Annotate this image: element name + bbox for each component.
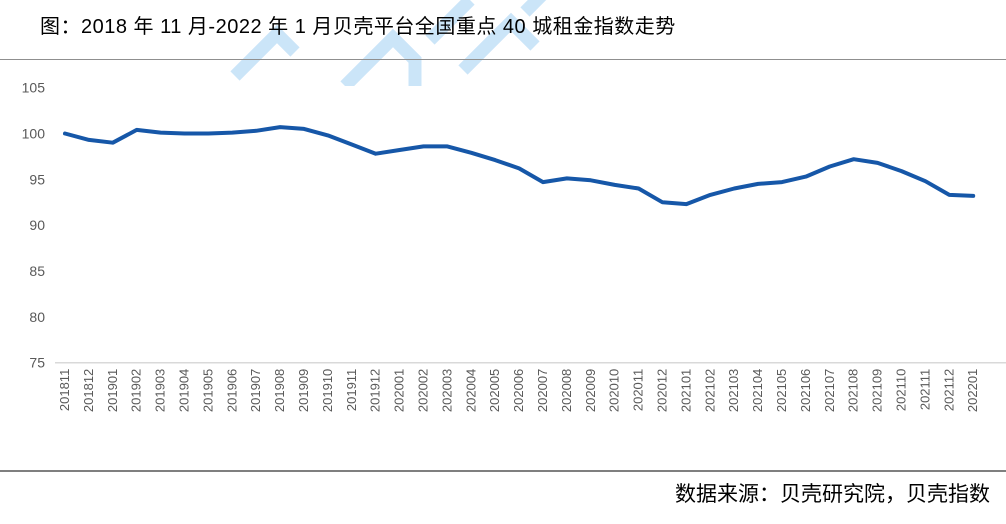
x-axis-tick-label: 202111 bbox=[917, 369, 932, 410]
y-axis-tick-label: 80 bbox=[29, 309, 45, 325]
rent-index-line-chart: 105 100 95 90 85 80 75 201811 201812 201901 201902… bbox=[22, 80, 1006, 412]
x-axis-tick-label: 202003 bbox=[439, 369, 454, 412]
x-axis-tick-label: 201910 bbox=[320, 369, 335, 412]
x-axis-tick-label: 201911 bbox=[344, 369, 359, 411]
x-axis-tick-label: 201907 bbox=[248, 369, 263, 412]
x-axis-tick-label: 202110 bbox=[894, 369, 909, 411]
x-axis-tick-label: 201903 bbox=[153, 369, 168, 412]
x-axis-tick-label: 202107 bbox=[822, 369, 837, 412]
y-axis-tick-label: 85 bbox=[29, 263, 45, 279]
x-axis-tick-label: 202005 bbox=[487, 369, 502, 412]
y-axis-tick-label: 95 bbox=[29, 171, 45, 187]
x-axis-tick-label: 201906 bbox=[224, 369, 239, 412]
x-axis-tick-label: 202104 bbox=[750, 369, 765, 412]
x-axis-tick-label: 201811 bbox=[57, 369, 72, 411]
x-axis-tick-label: 202012 bbox=[655, 369, 670, 412]
x-axis-tick-label: 202002 bbox=[416, 369, 431, 412]
x-axis-tick-label: 202108 bbox=[846, 369, 861, 412]
page-title: 图：2018 年 11 月-2022 年 1 月贝壳平台全国重点 40 城租金指… bbox=[40, 16, 676, 38]
x-axis-tick-label: 202101 bbox=[678, 369, 693, 412]
x-axis-tick-label: 202006 bbox=[511, 369, 526, 412]
x-axis-tick-label: 202109 bbox=[870, 369, 885, 412]
x-axis-tick-label: 202102 bbox=[702, 369, 717, 412]
x-axis-tick-label: 202011 bbox=[631, 369, 646, 411]
x-axis-tick-label: 202007 bbox=[535, 369, 550, 412]
title-divider bbox=[0, 59, 1006, 60]
x-axis-tick-label: 201901 bbox=[105, 369, 120, 412]
y-axis-tick-label: 105 bbox=[22, 80, 46, 96]
y-axis-tick-label: 100 bbox=[22, 126, 46, 142]
x-axis-tick-label: 201909 bbox=[296, 369, 311, 412]
x-axis-tick-label: 202001 bbox=[392, 369, 407, 412]
x-axis-tick-label: 202106 bbox=[798, 369, 813, 412]
x-axis-tick-label: 202103 bbox=[726, 369, 741, 412]
x-axis-tick-label: 202010 bbox=[607, 369, 622, 412]
x-axis-tick-label: 201904 bbox=[177, 369, 192, 412]
x-axis-tick-label: 202201 bbox=[965, 369, 980, 412]
x-axis-tick-label: 201905 bbox=[200, 369, 215, 412]
x-axis-tick-label: 201908 bbox=[272, 369, 287, 412]
data-source-label: 数据来源：贝壳研究院，贝壳指数 bbox=[675, 483, 990, 506]
x-axis-tick-label: 202105 bbox=[774, 369, 789, 412]
y-axis-tick-label: 75 bbox=[29, 355, 45, 371]
x-axis-tick-label: 202004 bbox=[463, 369, 478, 412]
x-axis-tick-label: 202009 bbox=[583, 369, 598, 412]
x-axis-tick-label: 202008 bbox=[559, 369, 574, 412]
rent-index-series-line bbox=[63, 125, 976, 207]
x-axis-tick-label: 201912 bbox=[368, 369, 383, 412]
y-axis-tick-label: 90 bbox=[29, 217, 45, 233]
x-axis-tick-label: 201812 bbox=[81, 369, 96, 412]
x-axis-tick-label: 202112 bbox=[941, 369, 956, 411]
x-axis-tick-label: 201902 bbox=[129, 369, 144, 412]
footer-divider bbox=[0, 470, 1006, 472]
